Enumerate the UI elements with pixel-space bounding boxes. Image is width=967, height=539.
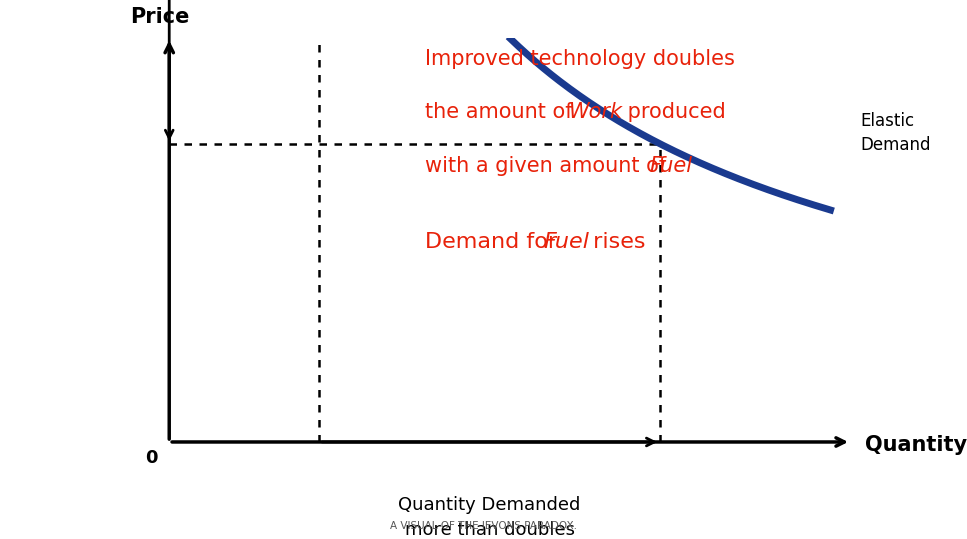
Text: Price: Price	[130, 7, 190, 27]
Text: the amount of: the amount of	[425, 102, 580, 122]
Text: with a given amount of: with a given amount of	[425, 156, 673, 176]
Text: Work: Work	[569, 102, 623, 122]
Text: rises: rises	[586, 232, 646, 252]
Text: 0: 0	[146, 449, 158, 467]
Text: Fuel: Fuel	[650, 156, 692, 176]
Text: Demand for: Demand for	[425, 232, 565, 252]
Text: Quantity Demanded
more than doubles: Quantity Demanded more than doubles	[398, 496, 581, 539]
Text: Improved technology doubles: Improved technology doubles	[425, 49, 735, 68]
Text: Quantity: Quantity	[865, 434, 967, 455]
Text: Fuel: Fuel	[543, 232, 589, 252]
Text: A VISUAL OF THE JEVONS PARADOX.: A VISUAL OF THE JEVONS PARADOX.	[390, 521, 577, 531]
Text: produced: produced	[621, 102, 725, 122]
Text: Elastic
Demand: Elastic Demand	[861, 112, 931, 154]
